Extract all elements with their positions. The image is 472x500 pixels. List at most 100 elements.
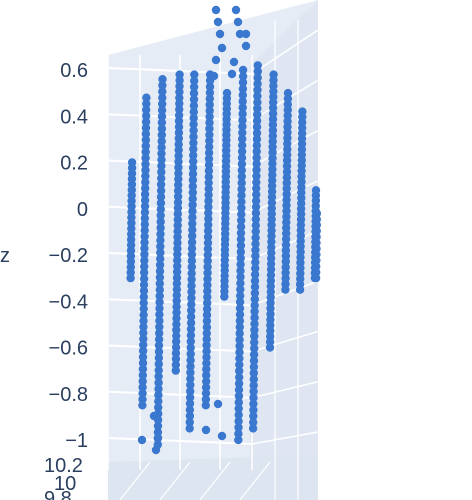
data-point [203,232,213,242]
data-point [211,5,221,15]
data-point [139,310,148,320]
data-point [139,286,149,295]
data-point [140,190,150,199]
data-point [155,273,165,282]
data-point [155,329,164,338]
data-point [187,250,197,259]
data-point [236,235,246,244]
data-point [155,316,164,325]
data-point [139,328,148,338]
grid-line-side [251,330,319,353]
data-point [185,399,195,408]
data-point [157,137,166,146]
data-point [249,393,258,402]
data-point [156,229,165,239]
data-point [186,368,195,377]
data-point [157,149,166,158]
data-point [237,178,246,188]
data-point [234,398,243,407]
data-point [252,116,262,126]
data-point [174,174,183,184]
data-point [234,379,244,388]
data-point [157,124,167,133]
data-point [204,148,214,157]
data-point [250,331,259,341]
data-point [138,358,148,368]
data-point [235,335,244,344]
data-point [154,341,164,350]
data-point [253,85,262,95]
data-point [172,320,181,329]
data-point [186,356,195,365]
data-point [253,104,262,113]
data-point [187,244,197,253]
x-tick-label: 10.2 [44,455,83,477]
data-point [172,302,181,311]
data-point [156,192,166,202]
data-point [140,238,149,247]
data-point [312,268,321,277]
data-point [158,81,167,90]
data-point [205,100,214,109]
data-point [141,178,150,187]
data-point [188,231,197,241]
data-point [201,401,210,410]
data-point [249,362,259,372]
data-point [235,29,245,39]
data-point [237,153,247,162]
data-point [173,244,182,253]
data-point [174,145,183,155]
data-point [141,141,150,151]
data-point [187,306,196,315]
data-point [156,205,165,214]
data-point [154,335,164,344]
data-point [171,366,180,375]
data-point [251,202,261,212]
data-point [204,208,213,218]
data-point [139,268,149,277]
data-point [156,211,165,220]
data-point [203,250,212,260]
data-point [185,405,195,414]
data-point [205,118,214,127]
data-point [175,87,184,97]
data-point [139,304,148,313]
data-point [250,313,259,322]
data-point [154,403,163,412]
data-point [237,210,246,219]
grid-line-floor [159,461,191,500]
data-point [189,151,198,160]
data-point [188,182,197,191]
data-point [238,72,248,81]
data-point [140,196,150,205]
data-point [188,219,197,228]
data-point [138,383,147,392]
grid-line-floor [239,461,271,500]
data-point [237,147,247,156]
data-point [155,322,164,332]
data-point [231,5,241,15]
data-point [203,280,212,290]
data-point [250,325,259,335]
data-point [190,70,199,79]
data-point [141,159,150,169]
data-point [173,203,183,213]
data-point [186,318,196,328]
z-axis-ticks: 0.6 0.4 0.2 0 −0.2 −0.4 −0.6 −0.8 −1 [49,60,88,452]
data-point [253,98,262,107]
data-point [175,93,184,103]
data-point [171,343,181,352]
data-point [203,256,212,266]
data-point [234,417,243,426]
data-point [201,383,211,392]
data-point [156,223,165,233]
data-point [211,55,221,65]
data-point [201,395,211,404]
grid-line-floor [119,461,151,500]
data-point [251,251,260,261]
data-point [252,159,261,168]
data-point [202,329,211,338]
data-point [205,112,214,121]
data-point [201,425,211,435]
